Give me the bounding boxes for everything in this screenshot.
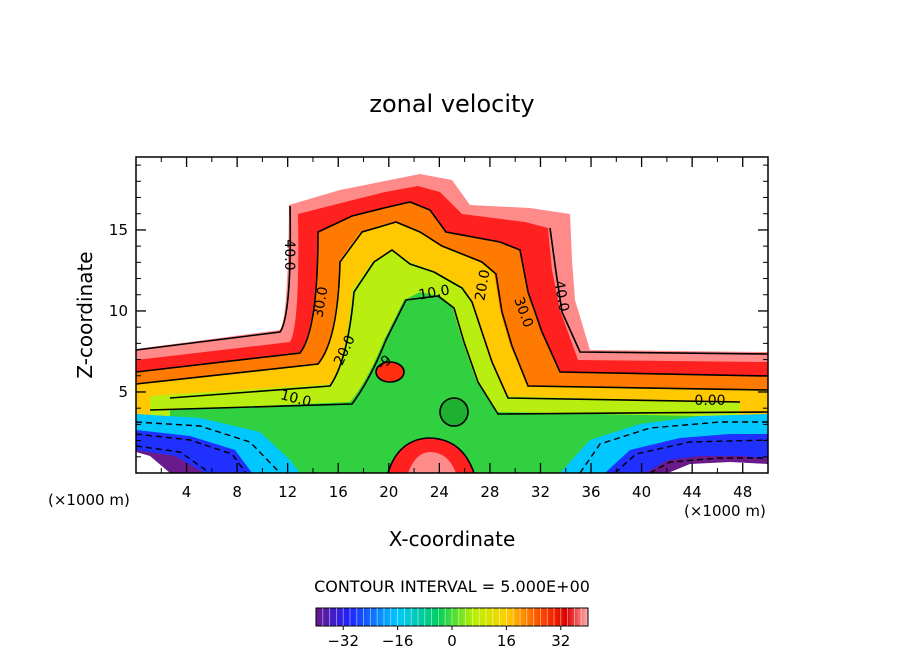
x-tick-label: 48 (733, 483, 752, 501)
x-tick-label: 28 (480, 483, 499, 501)
x-tick-label: 4 (182, 483, 192, 501)
colorbar-stripes (322, 608, 582, 626)
x-tick-label: 12 (278, 483, 297, 501)
x-tick-label: 20 (379, 483, 398, 501)
contour-label-text: 30.0 (310, 285, 331, 318)
chart-title: zonal velocity (369, 90, 534, 118)
x-tick-label: 40 (632, 483, 651, 501)
contour-label-text: 40.0 (550, 279, 571, 312)
contour-line-10 (169, 249, 741, 403)
contour-line-30 (136, 201, 768, 377)
colorbar: −32 −16 0 16 32 (315, 607, 589, 650)
x-tick-label: 32 (531, 483, 550, 501)
y-tick-label: 15 (109, 221, 128, 239)
contour-line-0 (149, 295, 768, 415)
contour-line-neg-left-3 (136, 445, 211, 473)
contour-label-text: 20.0 (472, 268, 493, 301)
contour-label-text: 10.0 (279, 387, 313, 411)
contour-label-5: 20.0 (472, 268, 493, 301)
contour-label-0: 40.0 (281, 239, 297, 270)
contour-interval: CONTOUR INTERVAL = 5.000E+00 (314, 577, 590, 596)
x-tick-label: 24 (430, 483, 449, 501)
contour-fill-warm-core (376, 362, 404, 382)
contour-line-surface-jet (387, 437, 475, 473)
colorbar-tick-label: −32 (327, 632, 359, 650)
contour-line-neg-right-3 (649, 457, 768, 473)
colorbar-tick-label: 32 (551, 632, 570, 650)
x-unit-label-left: (×1000 m) (48, 491, 130, 509)
contour-line-neg-left-2 (136, 433, 247, 473)
x-axis: 4 8 12 16 20 24 28 32 36 40 44 48 (160, 157, 752, 501)
contour-line-neg-right-1 (579, 421, 768, 473)
y-tick-label: 5 (118, 383, 128, 401)
contour-line-neg-right-2 (614, 439, 768, 473)
y-axis: 5 10 15 (109, 164, 768, 458)
colorbar-tick-label: −16 (382, 632, 414, 650)
contour-label-8: 10.0 (417, 282, 450, 303)
contour-label-3: 10.0 (279, 387, 313, 411)
colorbar-tick-label: 16 (497, 632, 516, 650)
x-tick-label: 36 (581, 483, 600, 501)
contour-label-1: 30.0 (310, 285, 331, 318)
contour-line-neg-left-1 (136, 421, 281, 473)
x-unit-label-right: (×1000 m) (684, 502, 766, 520)
y-tick-label: 10 (109, 302, 128, 320)
contour-line-warm-core (375, 361, 405, 383)
x-tick-label: 8 (232, 483, 242, 501)
x-tick-label: 44 (683, 483, 702, 501)
contour-label-text: 0.00 (694, 393, 725, 409)
contour-line-low-core (439, 397, 469, 427)
colorbar-ticks: −32 −16 0 16 32 (327, 626, 570, 650)
contour-label-7: 40.0 (550, 279, 571, 312)
contour-field (136, 174, 768, 473)
contour-label-text: 10.0 (417, 282, 450, 303)
contour-fill-low-core (440, 398, 468, 426)
contour-line-20 (136, 221, 768, 391)
x-axis-label: X-coordinate (389, 527, 516, 551)
y-axis-label: Z-coordinate (73, 251, 97, 378)
contour-fill-blank-left (136, 452, 170, 473)
contour-line-40-right (549, 227, 768, 355)
contour-label-text: 40.0 (281, 239, 297, 270)
contour-fill-surface-jet-core (408, 452, 456, 473)
contour-fill-green (170, 292, 700, 473)
x-tick-label: 16 (329, 483, 348, 501)
contour-line-40-left (136, 205, 292, 351)
contour-label-4: 0.00 (694, 393, 725, 409)
plot-frame (135, 156, 769, 474)
colorbar-tick-label: 0 (447, 632, 457, 650)
